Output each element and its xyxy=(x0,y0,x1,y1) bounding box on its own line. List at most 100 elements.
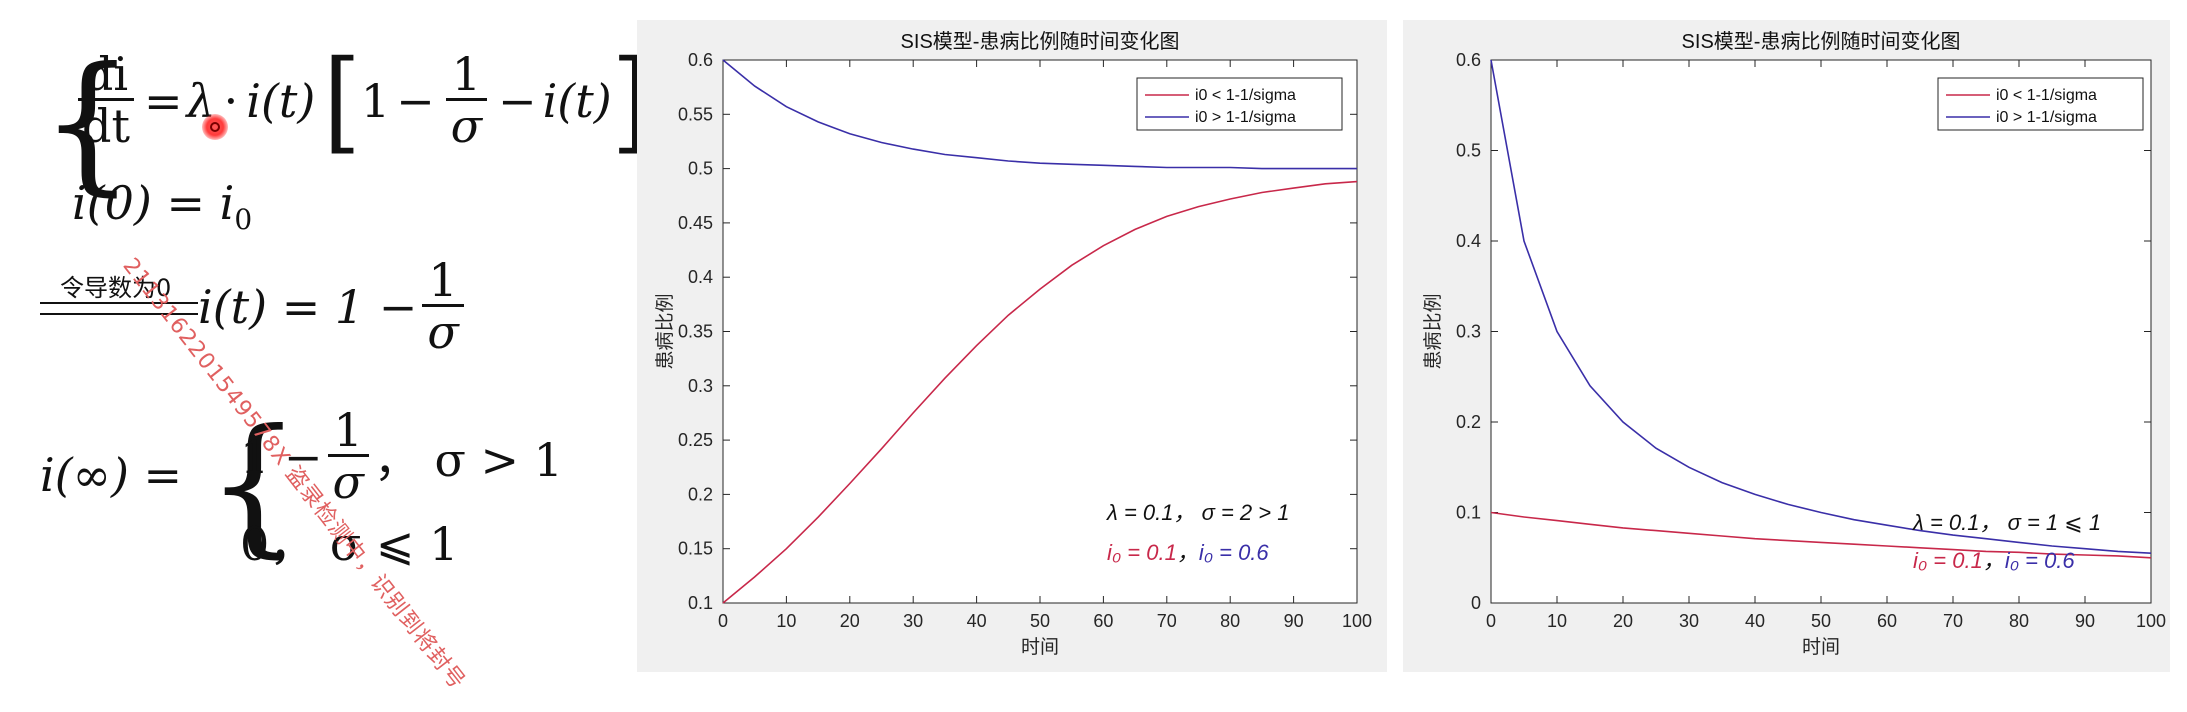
series-line-red xyxy=(1490,511,2152,559)
legend-label: i0 < 1-1/sigma xyxy=(1996,87,2097,104)
chart-1-svg: SIS模型-患病比例随时间变化图 0 10 20 30 40 50 60 70 80 90 100 0.… xyxy=(654,30,1372,658)
minus-sign: − xyxy=(396,73,435,128)
y-tick-label: 0.45 xyxy=(678,213,713,233)
cursor-ring xyxy=(210,122,220,132)
x-tick-label: 90 xyxy=(1284,611,1304,631)
y-tick-label: 0.2 xyxy=(1456,412,1481,432)
x-tick-label: 0 xyxy=(1486,611,1496,631)
initial-value-part: ， xyxy=(1983,548,2005,573)
initial-condition-subscript: 0 xyxy=(234,203,253,237)
series-line-blue xyxy=(722,59,1357,170)
initial-value-annotation: i₀ = 0.1，i₀ = 0.6 xyxy=(1107,540,1269,565)
ode-equation: di dt = λ · i(t) [ 1 − 1 σ − i(t) ] xyxy=(72,46,649,156)
x-tick-label: 50 xyxy=(1811,611,1831,631)
x-tick-label: 90 xyxy=(2075,611,2095,631)
x-tick-label: 70 xyxy=(1943,611,1963,631)
y-axis-label: 患病比例 xyxy=(654,293,676,369)
limit-case-1-condition: ， σ > 1 xyxy=(373,432,563,487)
x-tick-label: 30 xyxy=(1679,611,1699,631)
y-tick-label: 0.4 xyxy=(1456,231,1481,251)
legend-label: i0 < 1-1/sigma xyxy=(1195,87,1296,104)
y-tick-label: 0.25 xyxy=(678,430,713,450)
limit-case-1-fraction: 1 σ xyxy=(326,406,369,508)
limit-case-1-denominator: σ xyxy=(332,455,364,510)
x-tick-label: 60 xyxy=(1877,611,1897,631)
x-tick-label: 40 xyxy=(1745,611,1765,631)
x-tick-label: 0 xyxy=(718,611,728,631)
y-tick-label: 0.4 xyxy=(688,267,713,287)
limit-case-1: 1 − 1 σ ， σ > 1 xyxy=(240,406,563,508)
y-tick-label: 0.6 xyxy=(1456,50,1481,70)
x-axis-label: 时间 xyxy=(1021,636,1059,658)
chart-2-svg: SIS模型-患病比例随时间变化图 0 10 20 30 40 50 60 70 80 90 100 0 0… xyxy=(1422,30,2166,658)
parameter-annotation: λ = 0.1， σ = 1 ⩽ 1 xyxy=(1912,510,2101,535)
y-axis-label: 患病比例 xyxy=(1422,293,1444,369)
system-brace-2: { xyxy=(206,398,302,572)
y-tick-label: 0.1 xyxy=(688,593,713,613)
x-tick-label: 100 xyxy=(1342,611,1372,631)
limit-lhs: i(∞) = xyxy=(40,448,183,502)
legend-label: i0 > 1-1/sigma xyxy=(1195,109,1296,126)
parameter-annotation: λ = 0.1， σ = 2 > 1 xyxy=(1106,500,1289,525)
steady-state-numerator: 1 xyxy=(422,256,464,308)
y-tick-label: 0.3 xyxy=(1456,322,1481,342)
initial-value-part: i₀ = 0.1 xyxy=(1913,548,1983,573)
y-tick-label: 0.3 xyxy=(688,376,713,396)
x-tick-label: 30 xyxy=(903,611,923,631)
y-tick-label: 0 xyxy=(1471,593,1481,613)
one-term: 1 xyxy=(360,73,391,128)
x-tick-label: 80 xyxy=(2009,611,2029,631)
sigma-fraction-numerator: 1 xyxy=(445,50,487,102)
steady-state-fraction: 1 σ xyxy=(421,256,464,358)
x-tick-label: 70 xyxy=(1157,611,1177,631)
series-line-red xyxy=(722,180,1358,604)
i-of-t: i(t) xyxy=(542,73,612,128)
y-tick-label: 0.5 xyxy=(688,159,713,179)
x-tick-label: 80 xyxy=(1220,611,1240,631)
x-tick-label: 50 xyxy=(1030,611,1050,631)
dot-operator: · xyxy=(223,73,239,128)
y-tick-label: 0.2 xyxy=(688,484,713,504)
sigma-fraction: 1 σ xyxy=(445,50,488,152)
legend-box xyxy=(1937,77,2144,131)
i-of-t: i(t) xyxy=(246,73,316,128)
x-tick-label: 100 xyxy=(2136,611,2166,631)
left-bracket: [ xyxy=(323,36,361,166)
initial-condition-text: i(0) = i xyxy=(72,176,235,230)
derivative-numerator: di xyxy=(77,50,135,102)
steady-state-lhs: i(t) = 1 − xyxy=(198,279,418,334)
initial-condition: i(0) = i0 xyxy=(72,176,252,236)
y-tick-label: 0.5 xyxy=(1456,141,1481,161)
y-tick-label: 0.35 xyxy=(678,322,713,342)
y-tick-label: 0.6 xyxy=(688,50,713,70)
series-line-blue xyxy=(1490,59,2152,554)
x-tick-label: 20 xyxy=(1613,611,1633,631)
plot-area xyxy=(722,59,1358,604)
y-tick-label: 0.55 xyxy=(678,104,713,124)
derivative-denominator: dt xyxy=(82,99,130,154)
initial-value-part: i₀ = 0.6 xyxy=(2005,548,2076,573)
derivative-fraction: di dt xyxy=(76,50,136,152)
figure-1: SIS模型-患病比例随时间变化图 0 10 20 30 40 50 60 70 80 90 100 0.… xyxy=(637,20,1387,672)
equals-sign: = xyxy=(143,73,183,128)
system-brace-1: { xyxy=(40,36,136,210)
limit-case-1-numerator: 1 xyxy=(327,406,369,458)
x-tick-label: 40 xyxy=(967,611,987,631)
x-axis-label: 时间 xyxy=(1802,636,1840,658)
chart-title: SIS模型-患病比例随时间变化图 xyxy=(1682,30,1961,53)
arrow-label: 令导数为0 xyxy=(60,274,172,302)
x-tick-label: 60 xyxy=(1093,611,1113,631)
legend-box xyxy=(1136,77,1343,131)
x-tick-label: 20 xyxy=(840,611,860,631)
sigma-fraction-denominator: σ xyxy=(450,99,483,154)
double-arrow xyxy=(40,302,198,315)
minus-sign: − xyxy=(498,73,537,128)
figure-2: SIS模型-患病比例随时间变化图 0 10 20 30 40 50 60 70 80 90 100 0 0… xyxy=(1403,20,2170,672)
steady-state-equation: i(t) = 1 − 1 σ xyxy=(198,256,469,358)
y-tick-label: 0.15 xyxy=(678,539,713,559)
y-tick-label: 0.1 xyxy=(1456,503,1481,523)
legend-label: i0 > 1-1/sigma xyxy=(1996,109,2097,126)
limit-case-2: 0， σ ⩽ 1 xyxy=(240,517,459,571)
initial-value-annotation: i₀ = 0.1，i₀ = 0.6 xyxy=(1913,548,2075,573)
initial-value-part: i₀ = 0.6 xyxy=(1199,540,1270,565)
